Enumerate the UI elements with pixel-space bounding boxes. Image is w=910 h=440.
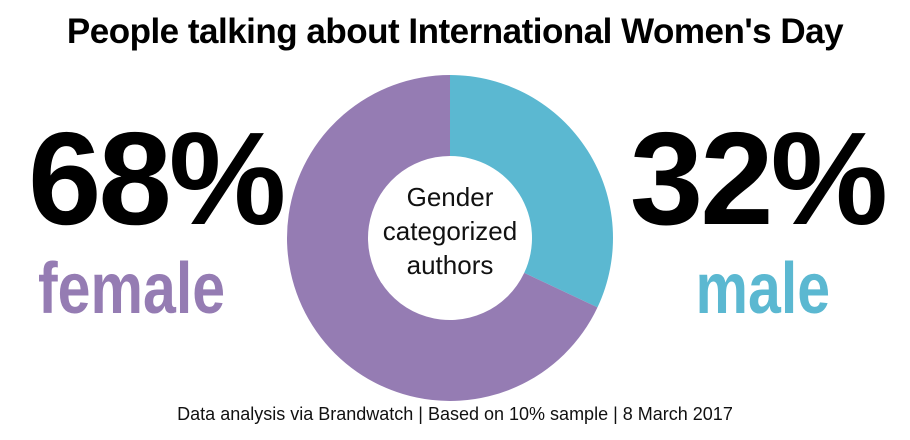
donut-slice-female bbox=[286, 75, 598, 401]
source-footer: Data analysis via Brandwatch | Based on … bbox=[177, 404, 733, 424]
donut-center-label: Gender categorized authors bbox=[370, 180, 530, 282]
donut-slice-male bbox=[450, 75, 613, 308]
center-line-3: authors bbox=[406, 250, 494, 280]
chart-title: People talking about International Women… bbox=[66, 12, 844, 51]
female-label: female bbox=[38, 249, 226, 329]
center-line-2: categorized bbox=[382, 216, 518, 246]
male-label: male bbox=[695, 249, 830, 329]
female-percentage: 68% bbox=[28, 105, 286, 252]
male-percentage: 32% bbox=[629, 105, 888, 252]
center-line-1: Gender bbox=[406, 182, 494, 212]
